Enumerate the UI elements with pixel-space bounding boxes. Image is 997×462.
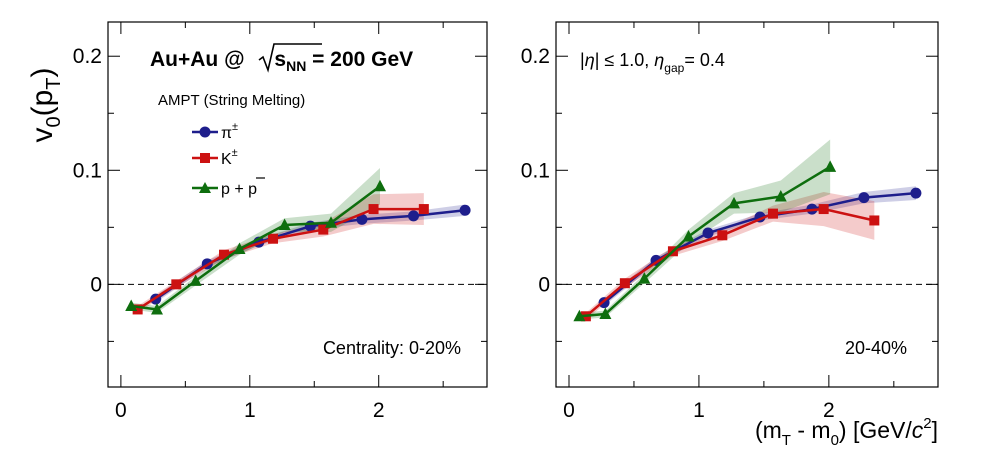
x-tick-label: 2 xyxy=(373,399,385,422)
data-point xyxy=(418,204,429,215)
data-point xyxy=(573,309,586,322)
data-point xyxy=(268,233,279,244)
series-band-1 xyxy=(137,193,424,313)
data-point xyxy=(638,272,651,284)
svg-text:K±: K± xyxy=(221,147,238,168)
data-point xyxy=(219,249,230,260)
x-tick-label: 0 xyxy=(563,399,575,422)
series-band-0 xyxy=(604,186,916,307)
legend-entry-pion: π± xyxy=(192,121,238,142)
data-point xyxy=(619,278,630,289)
data-point xyxy=(717,230,728,241)
data-point xyxy=(818,204,829,215)
model-label: AMPT (String Melting) xyxy=(158,92,305,109)
data-point xyxy=(368,204,379,215)
title-prefix: Au+Au @ xyxy=(150,48,250,71)
plot-frame xyxy=(555,21,939,388)
x-tick-label: 2 xyxy=(823,399,835,422)
data-point xyxy=(132,304,143,315)
y-tick-label: 0 xyxy=(538,273,550,296)
data-point xyxy=(728,196,741,209)
data-point xyxy=(459,204,471,216)
data-point xyxy=(767,208,778,219)
title-suffix: = 200 GeV xyxy=(306,48,413,71)
sqrt-symbol xyxy=(258,43,322,73)
data-point xyxy=(278,218,291,231)
panel-left: 0 1 2 0 0.1 0.2 xyxy=(73,21,488,422)
y-tick-label: 0.2 xyxy=(521,45,550,68)
y-tick-label: 0.2 xyxy=(73,45,102,68)
panel-right: 0 1 2 0 0.1 0.2 xyxy=(521,21,939,422)
legend-marker-kaon xyxy=(200,153,210,163)
y-axis-label: v0(pT) xyxy=(26,67,65,142)
data-point xyxy=(374,179,387,192)
series-band-1 xyxy=(585,191,875,320)
data-point xyxy=(702,227,714,239)
data-point xyxy=(233,242,246,254)
data-point xyxy=(858,192,870,204)
title-sqrt-sub: NN xyxy=(286,58,306,74)
svg-text:p + p: p + p xyxy=(221,181,257,198)
data-point xyxy=(869,215,880,226)
data-point xyxy=(910,187,922,199)
data-point xyxy=(774,190,787,202)
centrality-right: 20-40% xyxy=(845,338,907,358)
data-point xyxy=(171,279,182,290)
centrality-left: Centrality: 0-20% xyxy=(323,338,461,358)
y-tick-label: 0 xyxy=(90,273,102,296)
svg-text:v0(pT): v0(pT) xyxy=(26,67,65,142)
x-axis-label: (mT - m0) [GeV/c2] xyxy=(755,415,938,449)
legend-marker-proton xyxy=(199,182,211,193)
data-point xyxy=(318,224,329,235)
x-tick-label: 1 xyxy=(244,399,256,422)
data-point xyxy=(125,299,138,312)
data-point xyxy=(682,229,695,242)
legend: π± K± p + p xyxy=(192,121,265,198)
x-tick-label: 0 xyxy=(115,399,127,422)
panel-title: Au+Au @ sNN = 200 GeV xyxy=(150,43,413,74)
data-point xyxy=(150,302,163,315)
data-point xyxy=(189,274,202,286)
legend-marker-pion xyxy=(199,126,211,138)
eta-cut-label: |η| ≤ 1.0, ηgap= 0.4 xyxy=(580,50,725,75)
legend-entry-kaon: K± xyxy=(192,147,238,168)
data-point xyxy=(356,213,368,225)
y-tick-label: 0.1 xyxy=(521,159,550,182)
data-point xyxy=(408,210,420,222)
svg-text:Au+Au @ sNN = 200 GeV: Au+Au @ sNN = 200 GeV xyxy=(150,48,413,74)
data-point xyxy=(824,160,837,172)
title-sqrt-s: s xyxy=(274,48,286,71)
x-tick-label: 1 xyxy=(693,399,705,422)
y-tick-label: 0.1 xyxy=(73,159,102,182)
data-point xyxy=(599,307,612,319)
plot-frame xyxy=(107,21,488,388)
data-point xyxy=(325,216,338,228)
legend-entry-proton: p + p xyxy=(192,177,265,198)
svg-text:π±: π± xyxy=(221,121,238,142)
